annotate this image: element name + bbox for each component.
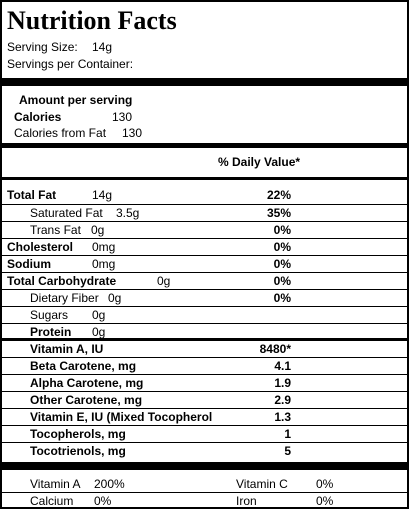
row-divider <box>2 323 407 324</box>
extra-nutrient-value: 1.3 <box>274 410 291 424</box>
row-divider <box>2 204 407 205</box>
nutrient-label: Protein <box>30 325 72 339</box>
nutrient-label: Trans Fat <box>30 223 81 237</box>
footer-vitamin-label: Vitamin A <box>30 477 81 491</box>
calories-value: 130 <box>112 110 133 124</box>
nutrient-amount: 0g <box>92 308 106 322</box>
thick-divider <box>2 78 407 86</box>
nutrient-daily-percent: 22% <box>266 188 291 202</box>
extra-nutrient-label: Tocopherols, mg <box>30 427 126 441</box>
row-divider <box>2 255 407 256</box>
extra-nutrient-label: Tocotrienols, mg <box>30 444 126 458</box>
extra-nutrient-value: 4.1 <box>274 359 291 373</box>
daily-value-header: % Daily Value* <box>218 155 301 169</box>
nutrient-label: Dietary Fiber <box>30 291 99 305</box>
nutrient-amount: 0g <box>92 325 106 339</box>
nutrient-amount: 0mg <box>92 257 116 271</box>
footer-vitamin-value: 200% <box>94 477 125 491</box>
label-title: Nutrition Facts <box>7 6 177 35</box>
nutrient-daily-percent: 0% <box>273 240 291 254</box>
row-divider <box>2 391 407 392</box>
calories-from-fat-value: 130 <box>122 126 143 140</box>
footer-vitamin-label: Calcium <box>30 494 74 508</box>
nutrient-daily-percent: 35% <box>266 206 291 220</box>
row-divider <box>2 357 407 358</box>
footer-vitamin-label: Iron <box>236 494 257 508</box>
row-divider <box>2 272 407 273</box>
nutrient-amount: 14g <box>92 188 113 202</box>
nutrient-daily-percent: 0% <box>273 257 291 271</box>
row-divider <box>2 306 407 307</box>
nutrient-amount: 0g <box>157 274 171 288</box>
footer-vitamin-label: Vitamin C <box>236 477 288 491</box>
nutrient-label: Sugars <box>30 308 69 322</box>
nutrient-amount: 0g <box>91 223 105 237</box>
nutrient-daily-percent: 0% <box>273 291 291 305</box>
serving-size-value: 14g <box>92 40 113 54</box>
footer-divider <box>2 462 407 470</box>
calories-label: Calories <box>14 110 62 124</box>
footer-vitamin-value: 0% <box>94 494 112 508</box>
extra-nutrient-value: 1.9 <box>274 376 291 390</box>
medium-divider <box>2 143 407 148</box>
row-divider <box>2 492 407 493</box>
row-divider <box>2 221 407 222</box>
footer-vitamin-value: 0% <box>316 477 334 491</box>
nutrient-amount: 3.5g <box>116 206 140 220</box>
nutrient-label: Sodium <box>7 257 51 271</box>
nutrient-label: Total Carbohydrate <box>7 274 117 288</box>
calories-from-fat-label: Calories from Fat <box>14 126 107 140</box>
row-divider <box>2 408 407 409</box>
extra-nutrient-label: Beta Carotene, mg <box>30 359 137 373</box>
servings-per-container-label: Servings per Container: <box>7 57 134 71</box>
daily-value-divider <box>2 177 407 180</box>
extra-nutrient-value: 8480* <box>259 342 291 356</box>
row-divider <box>2 425 407 426</box>
extra-nutrient-label: Vitamin E, IU (Mixed Tocopherol <box>30 410 213 424</box>
extra-nutrient-label: Vitamin A, IU <box>30 342 104 356</box>
row-divider <box>2 289 407 290</box>
row-divider <box>2 374 407 375</box>
nutrient-daily-percent: 0% <box>273 274 291 288</box>
extra-nutrient-value: 1 <box>284 427 291 441</box>
row-divider <box>2 238 407 239</box>
nutrient-label: Cholesterol <box>7 240 74 254</box>
nutrient-label: Total Fat <box>7 188 57 202</box>
amount-per-serving-header: Amount per serving <box>19 93 133 107</box>
extra-nutrient-label: Alpha Carotene, mg <box>30 376 144 390</box>
row-divider <box>2 442 407 443</box>
serving-size-label: Serving Size: <box>7 40 78 54</box>
nutrient-amount: 0mg <box>92 240 116 254</box>
nutrient-label: Saturated Fat <box>30 206 103 220</box>
extras-divider <box>2 338 407 341</box>
nutrient-daily-percent: 0% <box>273 223 291 237</box>
extra-nutrient-value: 5 <box>284 444 291 458</box>
extra-nutrient-label: Other Carotene, mg <box>30 393 143 407</box>
nutrient-amount: 0g <box>108 291 122 305</box>
footer-vitamin-value: 0% <box>316 494 334 508</box>
extra-nutrient-value: 2.9 <box>274 393 291 407</box>
